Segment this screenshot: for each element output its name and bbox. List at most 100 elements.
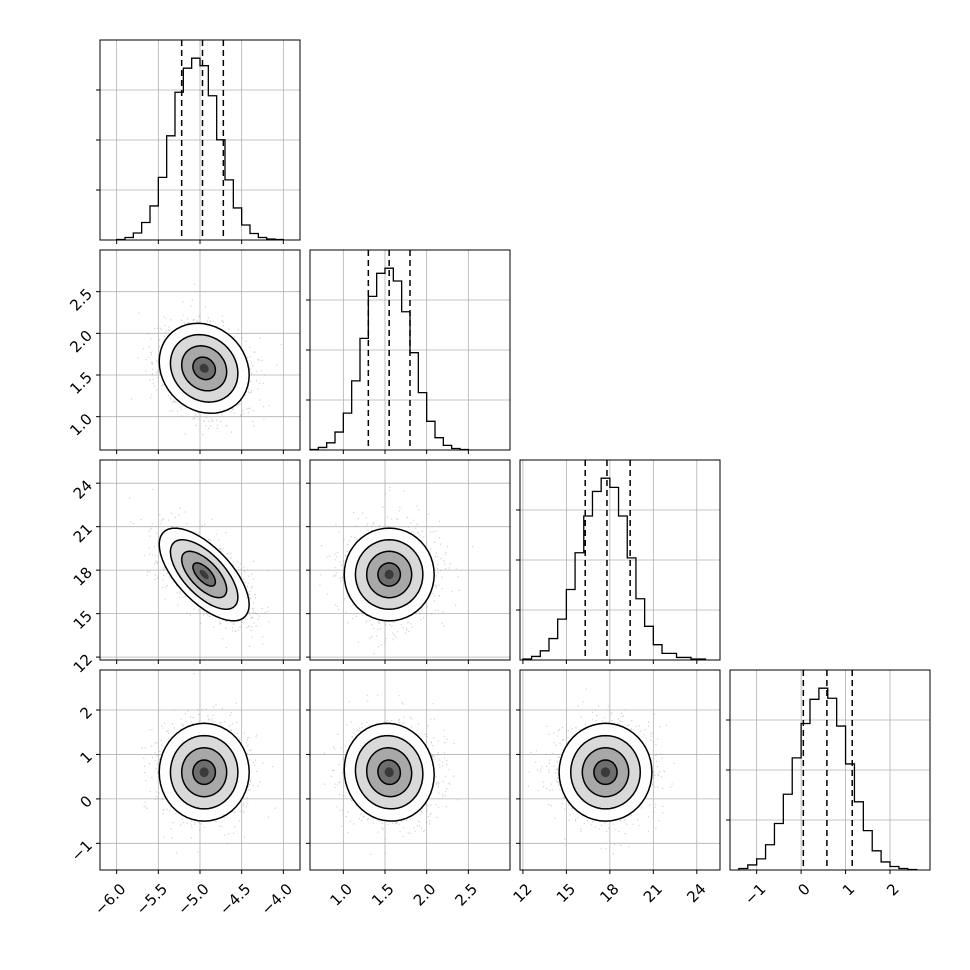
panel-content xyxy=(527,688,675,855)
histogram-bar xyxy=(645,626,654,660)
axes-frame xyxy=(99,39,301,241)
histogram-bar xyxy=(854,802,863,870)
histogram-bar xyxy=(242,225,250,240)
pair-panel-0-2 xyxy=(96,459,301,664)
histogram-bar xyxy=(200,66,208,240)
histogram-bar xyxy=(774,824,783,870)
contour-line xyxy=(180,345,228,392)
marginal-panel-1 xyxy=(306,249,511,454)
histogram-bar xyxy=(592,491,601,660)
axes-frame xyxy=(309,459,511,661)
density-fill-core xyxy=(199,363,209,373)
y-tick-label: 1.0 xyxy=(66,410,96,440)
histogram-bar xyxy=(610,487,619,660)
x-tick-label: 15 xyxy=(553,880,579,906)
contour-line xyxy=(354,734,424,810)
pair-panel-2-3 xyxy=(516,669,721,874)
y-tick-label: 12 xyxy=(70,650,96,676)
histogram-bar xyxy=(150,206,158,240)
x-tick-label: 21 xyxy=(640,880,666,906)
panel-content xyxy=(129,488,270,649)
density-fill-core xyxy=(384,767,394,778)
x-tick-label: 1.5 xyxy=(368,880,398,910)
contour-line xyxy=(192,356,217,381)
histogram-bar xyxy=(566,590,575,660)
density-fill-core xyxy=(600,767,611,778)
histogram-bar xyxy=(619,516,628,660)
y-tick-label: 0 xyxy=(77,792,96,811)
panel-content xyxy=(141,673,276,854)
histogram-bar xyxy=(343,413,351,450)
histogram-bar xyxy=(142,222,150,240)
histogram-bar xyxy=(183,68,191,240)
contour-line xyxy=(365,550,413,599)
contour-line xyxy=(180,550,228,599)
histogram-bar xyxy=(837,726,846,870)
axes-frame xyxy=(309,669,511,871)
y-tick-label: 24 xyxy=(70,476,96,502)
histogram-bar xyxy=(540,651,549,660)
histogram-bar xyxy=(549,639,558,660)
panel-content xyxy=(323,694,459,855)
axes-frame xyxy=(99,249,301,451)
x-tick-label: −6.0 xyxy=(91,880,129,918)
histogram-bar xyxy=(427,421,435,450)
contour-line xyxy=(169,734,239,810)
density-fill-core xyxy=(199,767,209,778)
histogram-bar xyxy=(810,699,819,870)
marginal-panel-2 xyxy=(516,459,721,664)
density-fill-core xyxy=(384,569,394,580)
histogram-bar xyxy=(846,764,855,870)
y-tick-label: −1 xyxy=(68,837,96,865)
histogram-bar xyxy=(208,96,216,240)
histogram-bar xyxy=(133,233,141,240)
marginal-panel-0 xyxy=(96,39,301,244)
histogram-bar xyxy=(327,443,335,450)
x-tick-label: 1.0 xyxy=(326,880,356,910)
histogram-step xyxy=(738,687,918,871)
x-tick-label: 2 xyxy=(883,880,902,899)
axes-frame xyxy=(519,459,721,661)
x-tick-label: −4.5 xyxy=(216,880,254,918)
histogram-bar xyxy=(233,208,241,240)
x-tick-label: −5.5 xyxy=(133,880,171,918)
histogram-bar xyxy=(662,653,676,660)
histogram-bar xyxy=(801,724,810,870)
x-tick-label: 2.0 xyxy=(410,880,440,910)
x-tick-label: 18 xyxy=(596,880,622,906)
contour-line xyxy=(377,759,402,786)
pair-panel-1-3 xyxy=(306,669,511,874)
x-tick-label: 0 xyxy=(794,880,813,899)
histogram-bar xyxy=(352,381,360,450)
histogram-bar xyxy=(828,698,837,870)
contour-line xyxy=(192,759,217,786)
y-tick-label: 2 xyxy=(77,703,96,722)
histogram-bar xyxy=(158,177,166,240)
pair-panel-1-2 xyxy=(306,459,511,664)
sample-points xyxy=(323,694,459,855)
contour-line xyxy=(354,538,424,611)
contour-line xyxy=(169,333,239,403)
contour-line xyxy=(158,322,250,415)
histogram-step xyxy=(116,57,284,241)
contour-line xyxy=(343,722,435,822)
contour-line xyxy=(593,759,618,786)
marginal-panel-3 xyxy=(726,669,931,874)
contour-line xyxy=(169,539,239,610)
histogram-bar xyxy=(250,233,258,240)
histogram-bar xyxy=(636,599,645,660)
axes-frame xyxy=(729,669,931,871)
histogram-bar xyxy=(435,438,443,450)
histogram-bar xyxy=(225,180,233,240)
y-tick-label: 1.5 xyxy=(66,368,96,398)
y-tick-label: 18 xyxy=(70,563,96,589)
x-tick-label: −4.0 xyxy=(258,880,296,918)
histogram-bar xyxy=(584,516,593,660)
histogram-bar xyxy=(757,859,766,870)
histogram-bar xyxy=(360,338,368,450)
axes-frame xyxy=(519,669,721,871)
contour-line xyxy=(365,747,413,798)
histogram-bar xyxy=(393,281,401,450)
histogram-step xyxy=(522,477,707,660)
histogram-bar xyxy=(653,645,662,660)
